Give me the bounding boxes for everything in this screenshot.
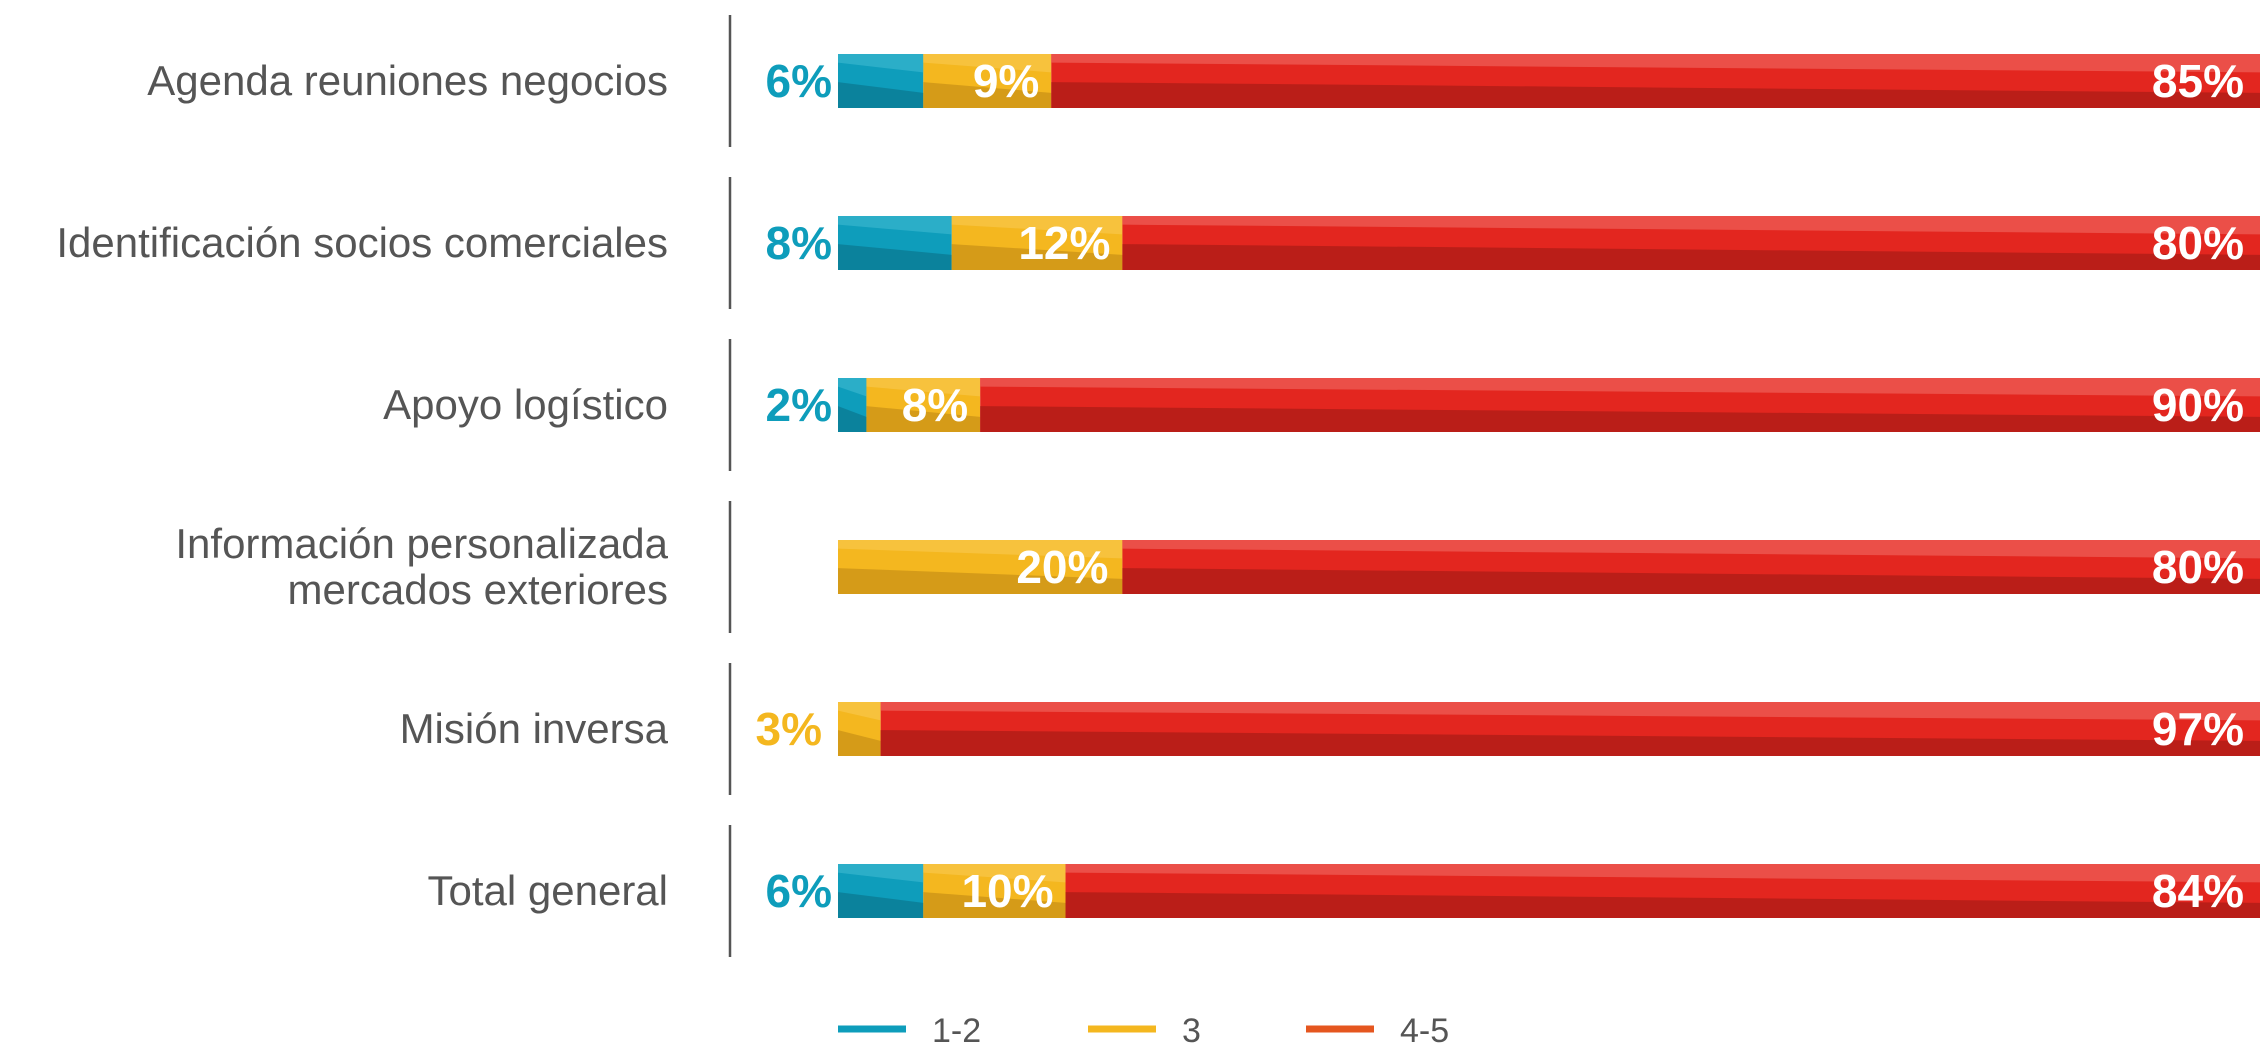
legend: 1-2 3 4-5 (838, 1012, 1449, 1044)
data-label: 6% (766, 865, 832, 917)
category-label: Información personalizada mercados exteri… (175, 520, 668, 613)
legend-item: 4-5 (1306, 1012, 1449, 1044)
data-label: 6% (766, 55, 832, 107)
bar-segment-4-5 (1122, 540, 2260, 594)
category-label: Misión inversa (400, 705, 669, 752)
data-label: 20% (1016, 541, 1108, 593)
legend-item: 1-2 (838, 1012, 981, 1044)
category-label: Total general (428, 867, 669, 914)
data-label: 85% (2152, 55, 2244, 107)
data-label: 80% (2152, 541, 2244, 593)
bar-segment-3 (923, 864, 1066, 918)
labels-layer: Agenda reuniones negocios 6% 9% 85% Identifi… (56, 55, 2244, 917)
data-label: 10% (961, 865, 1053, 917)
bar-segment-3 (838, 540, 1123, 594)
data-label: 90% (2152, 379, 2244, 431)
data-label: 3% (756, 703, 822, 755)
legend-label: 1-2 (932, 1012, 981, 1044)
bar-segment-1-2 (838, 216, 952, 270)
bar-segment-4-5 (1065, 864, 2260, 918)
bars-layer (838, 54, 2260, 918)
bar-segment-1-2 (838, 54, 924, 108)
legend-label: 3 (1182, 1012, 1201, 1044)
bar-segment-3 (923, 54, 1052, 108)
bar-segment-4-5 (1051, 54, 2260, 108)
bar-segment-4-5 (980, 378, 2260, 432)
bar-segment-1-2 (838, 378, 867, 432)
legend-item: 3 (1088, 1012, 1201, 1044)
bar-segment-1-2 (838, 864, 924, 918)
data-label: 80% (2152, 217, 2244, 269)
bar-segment-3 (951, 216, 1123, 270)
data-label: 9% (973, 55, 1039, 107)
bar-segment-4-5 (880, 702, 2260, 756)
bar-segment-3 (838, 702, 881, 756)
category-label: Agenda reuniones negocios (147, 57, 668, 104)
category-label: Apoyo logístico (383, 381, 668, 428)
data-label: 8% (766, 217, 832, 269)
bar-segment-3 (866, 378, 981, 432)
legend-label: 4-5 (1400, 1012, 1449, 1044)
data-label: 97% (2152, 703, 2244, 755)
data-label: 2% (766, 379, 832, 431)
data-label: 8% (902, 379, 968, 431)
data-label: 12% (1018, 217, 1110, 269)
category-label: Identificación socios comerciales (56, 219, 668, 266)
bar-segment-4-5 (1122, 216, 2260, 270)
data-label: 84% (2152, 865, 2244, 917)
